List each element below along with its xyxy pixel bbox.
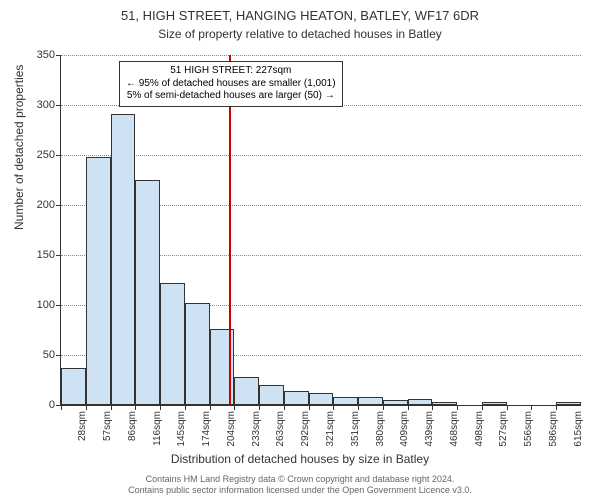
histogram-bar [259,385,284,405]
x-tick-label: 586sqm [548,411,559,447]
y-tick [56,255,61,256]
histogram-bar [234,377,259,405]
y-tick-label: 100 [25,299,55,311]
chart-title: 51, HIGH STREET, HANGING HEATON, BATLEY,… [0,0,600,25]
x-tick [185,405,186,410]
histogram-bar [333,397,358,405]
footer-attribution: Contains HM Land Registry data © Crown c… [0,474,600,496]
y-tick [56,305,61,306]
histogram-bar [284,391,309,405]
x-tick-label: 527sqm [498,411,509,447]
x-tick [259,405,260,410]
histogram-bar [185,303,210,405]
x-tick-label: 556sqm [523,411,534,447]
y-tick-label: 200 [25,199,55,211]
y-tick-label: 250 [25,149,55,161]
x-tick-label: 28sqm [77,411,88,441]
x-tick [457,405,458,410]
histogram-bar [482,402,507,405]
x-axis-label: Distribution of detached houses by size … [0,452,600,466]
x-tick-label: 145sqm [176,411,187,447]
y-tick [56,155,61,156]
y-tick [56,55,61,56]
x-tick-label: 204sqm [226,411,237,447]
x-tick-label: 615sqm [573,411,584,447]
x-tick-label: 321sqm [325,411,336,447]
x-tick-label: 86sqm [127,411,138,441]
gridline [61,155,581,156]
annotation-line: 51 HIGH STREET: 227sqm [126,65,336,78]
plot-region: 05010015020025030035028sqm57sqm86sqm116s… [60,55,581,406]
histogram-bar [358,397,383,405]
x-tick-label: 292sqm [300,411,311,447]
x-tick-label: 439sqm [424,411,435,447]
x-tick [358,405,359,410]
x-tick-label: 233sqm [251,411,262,447]
y-tick-label: 350 [25,49,55,61]
property-marker-line [229,55,231,405]
x-tick-label: 409sqm [399,411,410,447]
x-tick [284,405,285,410]
x-tick-label: 351sqm [350,411,361,447]
x-tick [61,405,62,410]
x-tick [234,405,235,410]
y-tick [56,355,61,356]
annotation-line: ← 95% of detached houses are smaller (1,… [126,78,336,91]
x-tick-label: 57sqm [102,411,113,441]
chart-subtitle: Size of property relative to detached ho… [0,25,600,41]
y-tick [56,205,61,206]
gridline [61,55,581,56]
x-tick [383,405,384,410]
footer-line2: Contains public sector information licen… [0,485,600,496]
y-tick [56,105,61,106]
x-tick [86,405,87,410]
histogram-bar [309,393,334,405]
x-tick-label: 468sqm [449,411,460,447]
histogram-bar [86,157,111,405]
y-tick-label: 150 [25,249,55,261]
y-tick-label: 50 [25,349,55,361]
x-tick [432,405,433,410]
chart-container: 51, HIGH STREET, HANGING HEATON, BATLEY,… [0,0,600,500]
histogram-bar [111,114,136,405]
histogram-bar [408,399,433,405]
x-tick [210,405,211,410]
x-tick [135,405,136,410]
x-tick [160,405,161,410]
histogram-bar [160,283,185,405]
footer-line1: Contains HM Land Registry data © Crown c… [0,474,600,485]
x-tick-label: 174sqm [201,411,212,447]
histogram-bar [61,368,86,405]
y-tick-label: 300 [25,99,55,111]
x-tick-label: 263sqm [275,411,286,447]
chart-area: 05010015020025030035028sqm57sqm86sqm116s… [60,55,580,405]
histogram-bar [556,402,581,405]
x-tick [111,405,112,410]
x-tick-label: 498sqm [474,411,485,447]
x-tick [408,405,409,410]
y-tick-label: 0 [25,399,55,411]
x-tick [556,405,557,410]
annotation-box: 51 HIGH STREET: 227sqm← 95% of detached … [119,61,343,107]
x-tick [482,405,483,410]
y-axis-label: Number of detached properties [12,65,26,230]
x-tick-label: 380sqm [375,411,386,447]
histogram-bar [135,180,160,405]
x-tick [507,405,508,410]
histogram-bar [383,400,408,405]
x-tick [531,405,532,410]
annotation-line: 5% of semi-detached houses are larger (5… [126,90,336,103]
x-tick [333,405,334,410]
histogram-bar [432,402,457,405]
x-tick-label: 116sqm [152,411,163,446]
x-tick [309,405,310,410]
